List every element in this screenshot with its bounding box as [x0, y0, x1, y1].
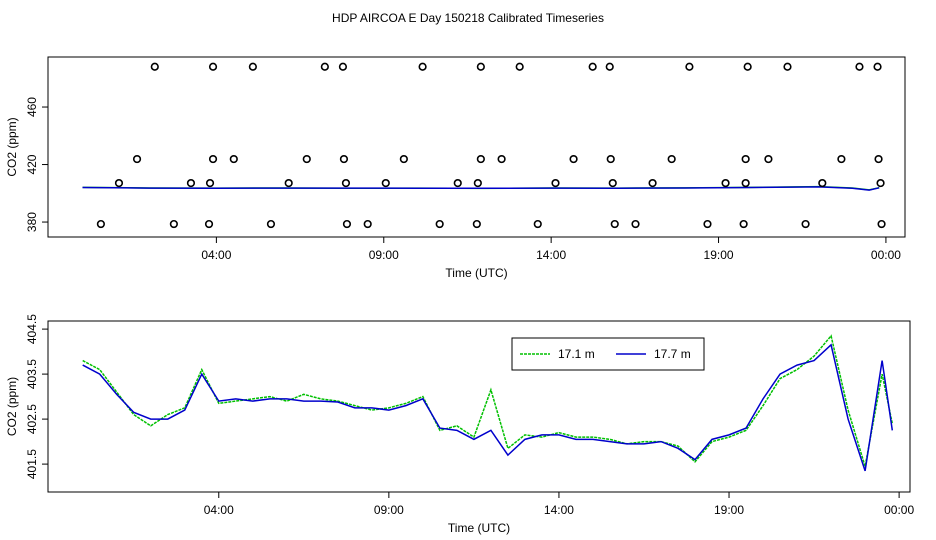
y-tick-label: 403.5	[25, 359, 39, 389]
y-tick-label: 420	[25, 154, 39, 174]
sample-point	[588, 62, 597, 71]
y-tick-label: 404.5	[25, 314, 39, 344]
sample-point	[204, 219, 214, 229]
x-tick-label: 19:00	[704, 248, 734, 262]
sample-point	[721, 178, 730, 188]
sample-point	[876, 178, 885, 188]
sample-point	[341, 178, 351, 188]
y-tick-label: 460	[25, 97, 39, 117]
plot-area	[82, 62, 886, 229]
sample-point	[783, 62, 792, 71]
sample-point	[703, 219, 712, 229]
y-axis-label: CO2 (ppm)	[5, 377, 19, 436]
sample-point	[685, 62, 694, 71]
sample-point	[476, 154, 485, 164]
sample-point	[320, 62, 329, 71]
sample-point	[363, 219, 372, 229]
sample-point	[338, 62, 348, 71]
series-line	[82, 343, 894, 472]
sample-point	[205, 178, 215, 188]
x-axis-label: Time (UTC)	[448, 521, 510, 535]
sample-point	[150, 62, 159, 71]
sample-point	[608, 178, 617, 188]
sample-point	[186, 178, 196, 188]
sample-point	[533, 219, 542, 229]
sample-point	[877, 219, 886, 229]
sample-point	[399, 154, 408, 164]
sample-point	[473, 178, 482, 188]
sample-point	[248, 62, 257, 71]
sample-point	[743, 62, 752, 71]
series-line	[82, 186, 880, 191]
sample-point	[339, 154, 349, 164]
x-tick-label: 04:00	[201, 248, 231, 262]
sample-point	[610, 219, 619, 229]
y-tick-label: 380	[25, 212, 39, 232]
y-axis-label: CO2 (ppm)	[5, 117, 19, 176]
sample-point	[515, 62, 524, 71]
sample-point	[435, 219, 444, 229]
sample-point	[266, 219, 276, 229]
sample-point	[569, 154, 578, 164]
sample-point	[453, 178, 462, 188]
y-tick-label: 402.5	[25, 404, 39, 434]
sample-point	[741, 178, 750, 188]
sample-point	[208, 154, 218, 164]
sample-point	[648, 178, 657, 188]
sample-point	[208, 62, 218, 71]
sample-point	[631, 219, 640, 229]
sample-point	[229, 154, 238, 164]
x-tick-label: 14:00	[536, 248, 566, 262]
sample-point	[497, 154, 506, 164]
legend-label: 17.1 m	[558, 347, 595, 361]
sample-point	[381, 178, 390, 188]
sample-point	[114, 178, 124, 188]
plot-frame	[47, 56, 906, 238]
x-tick-label: 00:00	[871, 248, 901, 262]
sample-point	[855, 62, 864, 71]
x-axis-label: Time (UTC)	[445, 266, 507, 280]
sample-point	[284, 178, 293, 188]
sample-point	[874, 154, 883, 164]
sample-point	[818, 178, 827, 188]
x-tick-label: 00:00	[884, 503, 914, 517]
sample-point	[741, 154, 750, 164]
plot-area	[82, 334, 894, 472]
sample-point	[606, 154, 615, 164]
sample-point	[132, 154, 142, 164]
sample-point	[551, 178, 560, 188]
plot-frame	[47, 320, 911, 493]
sample-point	[169, 219, 178, 229]
x-tick-label: 09:00	[374, 503, 404, 517]
sample-point	[96, 219, 105, 229]
sample-point	[342, 219, 352, 229]
x-tick-label: 14:00	[544, 503, 574, 517]
legend-box	[511, 337, 705, 371]
sample-point	[605, 62, 614, 71]
sample-point	[667, 154, 676, 164]
y-tick-label: 401.5	[25, 449, 39, 479]
sample-point	[801, 219, 810, 229]
sample-point	[837, 154, 846, 164]
sample-point	[302, 154, 311, 164]
x-tick-label: 04:00	[204, 503, 234, 517]
sample-point	[739, 219, 748, 229]
sample-point	[476, 62, 485, 71]
sample-point	[472, 219, 481, 229]
sample-point	[873, 62, 882, 71]
x-tick-label: 19:00	[714, 503, 744, 517]
x-tick-label: 09:00	[369, 248, 399, 262]
legend-label: 17.7 m	[654, 347, 691, 361]
series-line	[82, 334, 894, 467]
chart-title: HDP AIRCOA E Day 150218 Calibrated Times…	[332, 11, 604, 25]
sample-point	[764, 154, 773, 164]
sample-point	[418, 62, 427, 71]
